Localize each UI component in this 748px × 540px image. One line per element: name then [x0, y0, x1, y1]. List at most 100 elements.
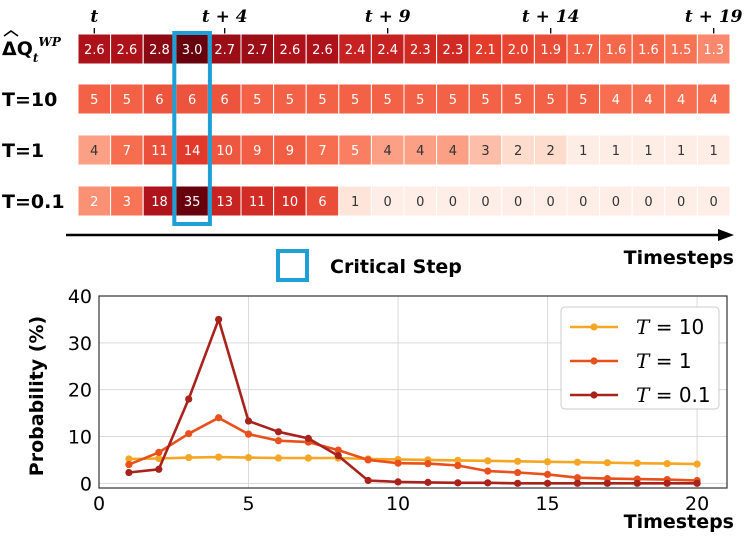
- heatmap-cell: [631, 185, 666, 217]
- series-point-1: [394, 459, 402, 467]
- heatmap-cell: [403, 33, 438, 65]
- series-point-2: [155, 465, 163, 473]
- legend-label-0: T = 10: [636, 315, 704, 339]
- heatmap-cell-value: 35: [184, 195, 201, 210]
- heatmap-cell-value: 1.3: [703, 43, 724, 58]
- series-point-0: [244, 453, 253, 462]
- heatmap-cell-value: 3: [123, 195, 131, 210]
- heatmap-cell-value: 6: [188, 93, 196, 108]
- heatmap-cell: [305, 83, 340, 115]
- legend-marker-2: [590, 391, 598, 399]
- heatmap-cell: [142, 185, 177, 217]
- heatmap-cell: [305, 185, 340, 217]
- heatmap-cell-value: 2.4: [377, 43, 398, 58]
- heatmap-cell-value: 0: [514, 195, 522, 210]
- series-point-1: [334, 446, 342, 454]
- heatmap-cell-value: 10: [282, 195, 299, 210]
- y-tick-label: 20: [68, 380, 92, 402]
- heatmap-cell: [533, 33, 568, 65]
- heatmap-cell: [696, 134, 731, 166]
- heatmap-cell-value: 4: [416, 144, 424, 159]
- heatmap-cell: [696, 83, 731, 115]
- x-axis-label: Timesteps: [624, 511, 734, 533]
- series-point-2: [244, 417, 253, 425]
- x-tick-label: 10: [386, 493, 410, 515]
- heatmap-cell-value: 18: [151, 195, 168, 210]
- series-point-0: [215, 453, 223, 461]
- series-point-0: [514, 457, 522, 465]
- heatmap-cell-value: 0: [384, 195, 392, 210]
- critical-step-swatch: [276, 249, 309, 282]
- heatmap-cell-value: 1: [351, 195, 359, 210]
- heatmap-cell-value: 4: [612, 93, 620, 108]
- heatmap-cell-value: 4: [644, 93, 652, 108]
- series-point-0: [693, 460, 701, 468]
- heatmap-cell-value: 0: [449, 195, 457, 210]
- heatmap-cell-value: 0: [547, 195, 555, 210]
- heatmap-cell-value: 5: [123, 93, 131, 108]
- series-point-2: [454, 479, 462, 487]
- series-point-2: [125, 468, 133, 477]
- series-point-2: [663, 479, 671, 487]
- heatmap-cell-value: 11: [151, 144, 168, 159]
- heatmap-cell: [175, 134, 209, 166]
- heatmap-cell-value: 0: [579, 195, 587, 210]
- heatmap-cell-value: 5: [384, 93, 392, 108]
- y-tick-label: 40: [68, 286, 92, 308]
- heatmap-cell-value: 5: [351, 93, 359, 108]
- heatmap-cell: [110, 83, 144, 115]
- hat-icon: [3, 30, 19, 37]
- heatmap-cell-value: 0: [710, 195, 718, 210]
- heatmap-cell: [207, 134, 242, 166]
- heatmap-cell-value: 4: [384, 144, 392, 159]
- arrowhead-icon: [718, 229, 734, 241]
- line-chart-panel: 0 5 10 15 20 0 10 20 30 40 Timesteps Probability (%…: [26, 286, 734, 533]
- heatmap-cell-value: 2.8: [149, 43, 170, 58]
- heatmap-cell: [338, 185, 372, 217]
- heatmap-cell-value: 1.7: [573, 43, 594, 58]
- heatmap-cell-value: 0: [481, 195, 489, 210]
- heatmap-cell: [501, 185, 535, 217]
- series-point-1: [364, 456, 372, 464]
- row-label: T=0.1: [2, 191, 65, 213]
- heatmap-cell-value: 2: [514, 144, 522, 159]
- heatmap-cell: [599, 185, 633, 217]
- heatmap-cell: [631, 134, 666, 166]
- top-tick-label: t + 9: [365, 7, 411, 27]
- y-axis-label: Probability (%): [26, 316, 48, 476]
- heatmap-cell-value: 5: [449, 93, 457, 108]
- heatmap-cell: [468, 185, 503, 217]
- heatmap-cell-value: 5: [579, 93, 587, 108]
- series-point-2: [573, 479, 582, 487]
- heatmap-cell: [273, 185, 307, 217]
- heatmap-cell: [501, 134, 535, 166]
- series-point-0: [125, 455, 133, 463]
- y-tick-label: 10: [68, 426, 92, 448]
- heatmap-cell-value: 0: [677, 195, 685, 210]
- series-point-2: [274, 428, 283, 436]
- heatmap-cell-value: 14: [184, 144, 201, 159]
- heatmap-cell-value: 5: [481, 93, 489, 108]
- heatmap-cell: [533, 134, 568, 166]
- heatmap-cell-value: 7: [318, 144, 326, 159]
- heatmap-cell-value: 6: [318, 195, 326, 210]
- series-point-1: [125, 460, 133, 469]
- x-tick-label: 0: [93, 493, 105, 515]
- plot-frame: [98, 295, 728, 489]
- heatmap-cell: [142, 83, 177, 115]
- heatmap-cell-value: 2.7: [247, 43, 268, 58]
- row-label-delta-q: ΔQtWP: [2, 35, 62, 65]
- heatmap-cell: [436, 83, 470, 115]
- series-point-2: [514, 479, 522, 487]
- heatmap-cell: [533, 185, 568, 217]
- heatmap-cell: [696, 33, 731, 65]
- series-point-0: [484, 457, 492, 465]
- heatmap-cell: [273, 33, 307, 65]
- heatmap-cell-value: 1.6: [606, 43, 627, 58]
- heatmap-cell-value: 1: [644, 144, 652, 159]
- series-point-0: [543, 458, 552, 466]
- heatmap-cell-value: 4: [677, 93, 685, 108]
- heatmap-cell-value: 9: [286, 144, 294, 159]
